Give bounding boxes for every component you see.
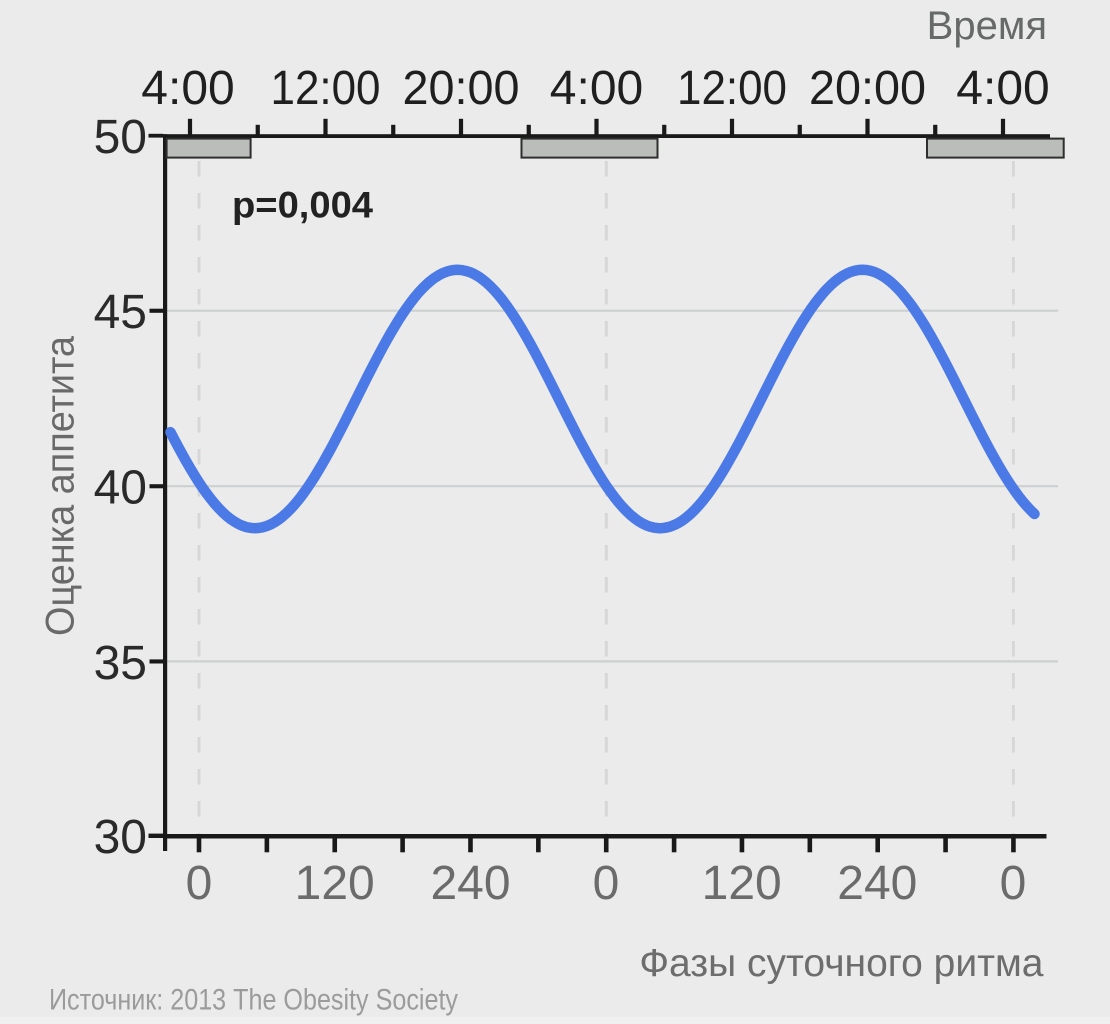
svg-text:30: 30	[94, 811, 147, 864]
svg-text:Источник: 2013 The Obesity Soc: Источник: 2013 The Obesity Society	[49, 984, 458, 1017]
svg-text:240: 240	[837, 857, 917, 910]
svg-text:240: 240	[430, 857, 510, 910]
svg-text:50: 50	[94, 111, 147, 164]
svg-text:120: 120	[702, 857, 782, 910]
svg-text:p=0,004: p=0,004	[232, 184, 373, 226]
svg-text:4:00: 4:00	[141, 62, 234, 115]
svg-text:4:00: 4:00	[956, 62, 1049, 115]
svg-text:40: 40	[94, 462, 147, 515]
svg-text:4:00: 4:00	[550, 62, 643, 115]
svg-text:0: 0	[593, 857, 620, 910]
svg-text:Фазы суточного ритма: Фазы суточного ритма	[639, 942, 1043, 985]
svg-text:0: 0	[186, 857, 213, 910]
svg-text:20:00: 20:00	[809, 62, 926, 115]
svg-text:120: 120	[295, 857, 375, 910]
svg-text:20:00: 20:00	[403, 62, 520, 115]
svg-text:12:00: 12:00	[677, 62, 787, 115]
svg-text:45: 45	[94, 286, 147, 339]
svg-text:12:00: 12:00	[271, 62, 381, 115]
svg-text:Время: Время	[927, 4, 1047, 48]
svg-text:Оценка аппетита: Оценка аппетита	[39, 335, 83, 636]
svg-text:35: 35	[94, 637, 147, 690]
svg-text:0: 0	[1000, 857, 1027, 910]
